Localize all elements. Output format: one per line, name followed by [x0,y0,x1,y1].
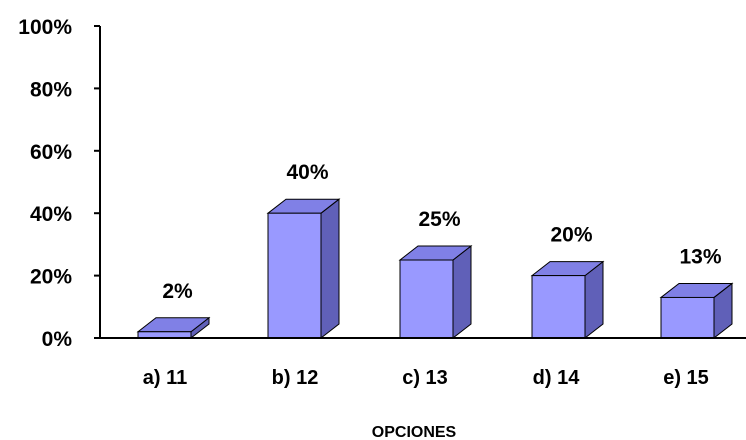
y-tick-label: 0% [42,328,73,351]
y-tick-label: 80% [30,78,72,101]
x-tick-label: d) 14 [533,367,581,389]
bar-side [320,198,340,340]
bar [266,198,341,340]
x-tick-label: e) 15 [663,367,709,389]
data-label: 20% [550,224,592,247]
bar-front [267,212,322,339]
x-axis: a) 11 b) 12 c) 13 d) 14 e) 15 [100,337,746,389]
data-label: 2% [162,280,193,303]
bar [530,260,605,340]
bar-front [531,275,586,339]
data-labels: 2% 40% 25% 20% 13% [162,161,722,303]
y-tick-label: 60% [30,141,72,164]
y-tick-label: 40% [30,203,72,226]
y-tick-label: 100% [18,16,72,39]
x-axis-title: OPCIONES [372,424,457,440]
data-label: 13% [679,245,721,268]
data-label: 25% [418,208,460,231]
x-tick-label: b) 12 [272,367,319,389]
x-tick-label: a) 11 [143,367,187,389]
x-tick-label: c) 13 [402,367,448,389]
bar [659,282,734,340]
bar [136,316,211,340]
data-label: 40% [286,161,328,184]
bar-front [399,259,454,339]
bar [398,244,473,340]
y-axis: 0% 20% 40% 60% 80% 100% [18,16,101,351]
y-tick-label: 20% [30,266,72,289]
bar-front [660,296,715,339]
bar-side [452,244,472,340]
